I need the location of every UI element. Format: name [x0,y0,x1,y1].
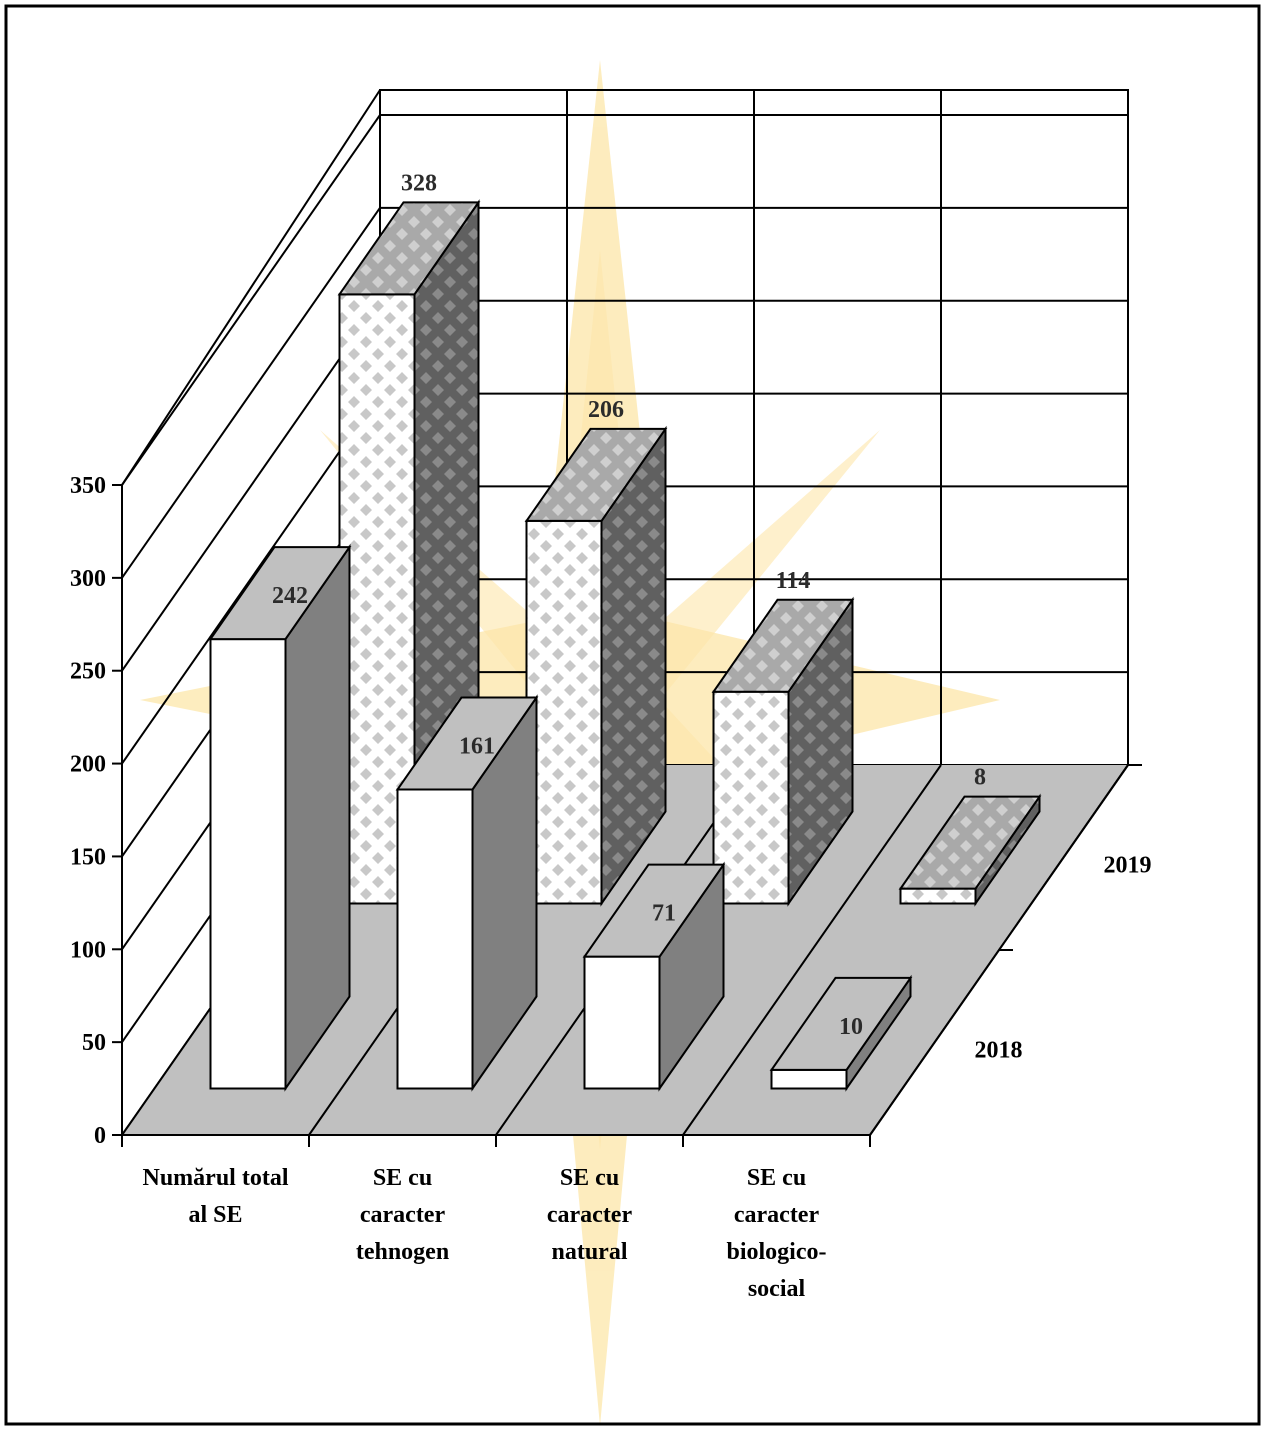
data-label: 71 [652,901,676,927]
gridline-side [121,207,381,579]
value-tick-label: 150 [70,844,106,870]
value-tick-label: 50 [82,1030,106,1056]
bar-top [208,546,352,641]
bar-front [899,887,977,905]
bar-2019-2 [711,596,855,907]
bar-front [583,955,661,1090]
series-axis: 2018 2019 [869,764,1152,1136]
series-label-2018: 2018 [975,1038,1023,1064]
bar-front [770,1068,848,1090]
gridline-side [121,114,381,486]
value-tick-label: 300 [70,566,106,592]
data-label: 242 [272,583,308,609]
category-label: SE cu caracter biologico-social [727,1165,827,1302]
bar-top [524,427,668,522]
gridline-side [121,392,381,765]
floor-divider [682,764,942,1136]
bar-front [396,788,474,1090]
bar-front [712,690,790,905]
bar-top [337,201,481,296]
bar-front [525,519,603,905]
category-label: SE cu caracter natural [547,1165,633,1265]
bar-side [284,543,351,1092]
data-label: 114 [776,568,811,594]
bar-front [209,638,287,1090]
value-axis: 0 50 100 150 200 250 300 350 [70,473,123,1149]
category-axis: Numărul total al SE SE cu caracter tehnogen S… [121,1134,871,1302]
value-tick-label: 200 [70,752,106,778]
category-label: Numărul total al SE [143,1165,289,1228]
side-wall-top [121,89,381,486]
bar-top [769,976,913,1071]
bars: 328 206 114 8 242 161 71 10 [208,170,1042,1092]
bar-2018-2 [582,861,726,1092]
value-tick-label: 100 [70,937,106,963]
bar-top [395,696,539,791]
bar-top [898,795,1042,890]
bar-2018-0 [208,543,352,1092]
gridline-side [121,300,381,672]
bar-top [582,863,726,958]
bar-2018-3 [769,974,913,1092]
value-tick-label: 0 [94,1123,106,1149]
series-label-2019: 2019 [1104,853,1152,879]
value-tick-label: 350 [70,473,106,499]
data-label: 161 [459,734,495,760]
bar-2018-1 [395,694,539,1092]
data-label: 8 [974,765,986,791]
data-label: 328 [401,170,437,196]
data-label: 206 [588,397,624,423]
bar-top [711,598,855,693]
value-tick-label: 250 [70,659,106,685]
chart-border [4,4,1261,1426]
bar-2019-3 [898,793,1042,907]
bar-2019-1 [524,425,668,907]
category-label: SE cu caracter tehnogen [356,1165,449,1265]
data-label: 10 [839,1014,863,1040]
